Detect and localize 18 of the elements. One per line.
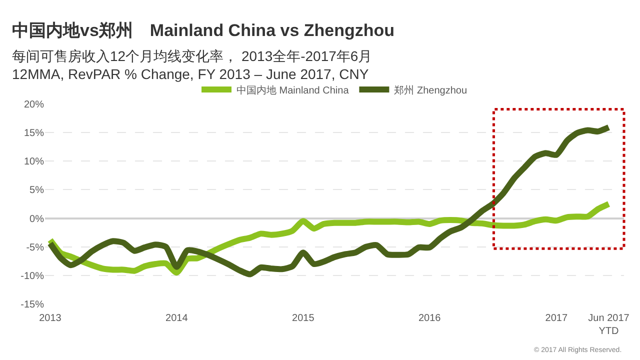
- y-tick-label: 0%: [30, 214, 44, 225]
- x-tick-label: Jun 2017 YTD: [588, 313, 630, 337]
- x-tick-label: 2013: [39, 313, 62, 324]
- y-tick-label: 15%: [24, 128, 44, 140]
- y-tick-label: -10%: [20, 270, 44, 282]
- y-tick-label: 5%: [30, 185, 44, 196]
- x-tick-label: 2014: [166, 313, 188, 324]
- x-tick-label: 2017: [545, 313, 568, 324]
- y-tick-label: -5%: [26, 242, 44, 254]
- x-tick-label: 2015: [292, 313, 315, 324]
- y-tick-label: 10%: [24, 156, 44, 168]
- legend-label: 中国内地 Mainland China: [236, 84, 350, 96]
- chart-title: 中国内地vs郑州 Mainland China vs Zhengzhou: [12, 21, 395, 40]
- y-tick-label: -15%: [20, 300, 44, 310]
- legend-label: 郑州 Zhengzhou: [394, 84, 468, 96]
- chart-subtitle: 每间可售房收入12个月均线变化率， 2013全年-2017年6月 12MMA, RevPAR % Change, FY 2013 – June 2017, CNY: [12, 48, 372, 82]
- x-tick-label: 2016: [418, 313, 442, 324]
- y-tick-label: 20%: [24, 100, 44, 110]
